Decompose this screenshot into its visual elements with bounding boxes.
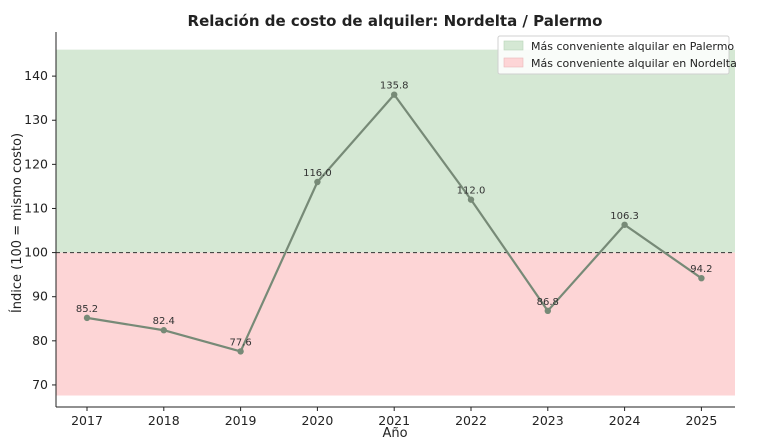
x-tick-label-2019: 2019	[225, 413, 257, 428]
series-layer	[83, 91, 705, 355]
data-point-2022	[467, 196, 475, 203]
x-tick-label-2022: 2022	[455, 413, 487, 428]
y-tick-label-80: 80	[32, 333, 48, 348]
bands-layer	[56, 49, 735, 396]
chart-title: Relación de costo de alquiler: Nordelta …	[188, 12, 603, 30]
data-point-2021	[391, 91, 398, 98]
y-tick-label-140: 140	[24, 68, 48, 83]
x-tick-label-2017: 2017	[71, 413, 103, 428]
data-label-2024: 106.3	[610, 211, 639, 222]
data-point-2020	[314, 178, 321, 186]
x-axis-label: Año	[382, 426, 407, 441]
y-tick-label-130: 130	[24, 112, 48, 127]
data-label-2022: 112.0	[457, 186, 486, 197]
legend-swatch-nordelta	[503, 57, 524, 68]
y-tick-label-110: 110	[24, 200, 48, 215]
data-label-2023: 86.8	[537, 297, 559, 308]
y-tick-label-70: 70	[32, 377, 48, 392]
data-point-2025	[698, 274, 705, 282]
legend-label-palermo: Más conveniente alquilar en Palermo	[531, 40, 734, 53]
y-tick-label-100: 100	[24, 245, 48, 260]
band-0	[56, 49, 735, 253]
legend-frame	[497, 35, 730, 75]
x-tick-label-2020: 2020	[301, 413, 333, 428]
x-tick-label-2023: 2023	[532, 413, 564, 428]
y-tick-label-120: 120	[24, 156, 48, 171]
y-tick-label-90: 90	[32, 289, 48, 304]
data-label-2017: 85.2	[76, 304, 98, 315]
data-label-2025: 94.2	[690, 264, 712, 275]
y-axis-label: Índice (100 = mismo costo)	[9, 133, 25, 313]
legend-swatch-palermo	[503, 40, 524, 51]
band-1	[56, 252, 735, 396]
legend-label-nordelta: Más conveniente alquilar en Nordelta	[531, 57, 737, 70]
x-tick-label-2018: 2018	[148, 413, 180, 428]
data-label-2019: 77.6	[229, 337, 251, 348]
data-label-2021: 135.8	[380, 81, 409, 92]
data-label-2020: 116.0	[303, 168, 332, 179]
legend: Más conveniente alquilar en Palermo Más …	[497, 35, 737, 75]
x-tick-label-2021: 2021	[378, 413, 410, 428]
data-labels-layer: 85.2 82.4 77.6 116.0 135.8 112.0 86.8 106.3 94.2	[76, 81, 713, 349]
data-point-2018	[160, 327, 167, 334]
axes-layer: 70 80 90 100 110 120 130 140 2017 2018 2019 2020 202…	[24, 32, 735, 428]
data-point-2017	[83, 314, 91, 322]
data-point-2024	[621, 221, 628, 228]
x-tick-label-2025: 2025	[685, 413, 717, 428]
x-tick-label-2024: 2024	[609, 413, 641, 428]
data-point-2023	[544, 307, 551, 315]
data-label-2018: 82.4	[153, 316, 175, 327]
data-point-2019	[237, 348, 244, 355]
